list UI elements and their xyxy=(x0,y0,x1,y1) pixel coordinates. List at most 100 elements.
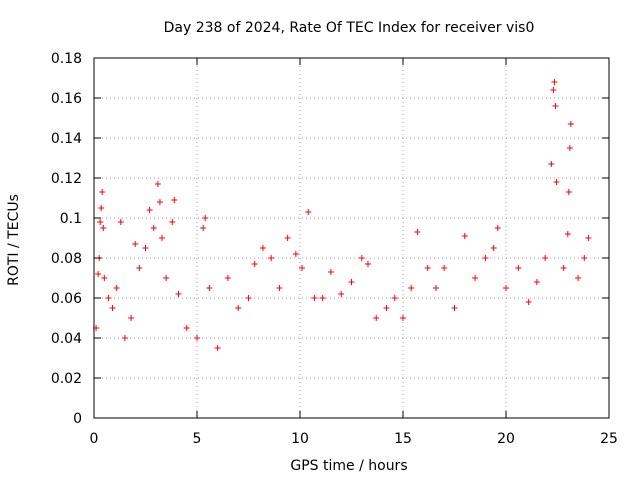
data-point xyxy=(408,285,415,291)
data-point xyxy=(105,295,112,301)
data-point xyxy=(550,87,557,93)
data-point xyxy=(98,205,105,211)
data-point xyxy=(503,285,509,291)
data-point xyxy=(183,325,190,331)
data-point xyxy=(424,265,431,271)
data-point xyxy=(206,285,213,291)
y-tick-label: 0.02 xyxy=(51,371,82,387)
data-point xyxy=(441,265,448,271)
data-point xyxy=(585,235,592,241)
data-point xyxy=(581,255,588,261)
chart-title: Day 238 of 2024, Rate Of TEC Index for r… xyxy=(164,20,535,36)
y-tick-label: 0.16 xyxy=(51,91,82,107)
data-point xyxy=(348,279,355,285)
data-point xyxy=(292,251,299,257)
data-point xyxy=(202,215,209,221)
data-point xyxy=(245,295,252,301)
data-point xyxy=(194,335,200,341)
data-point xyxy=(432,285,439,291)
grid xyxy=(94,58,609,418)
data-point xyxy=(214,345,221,351)
axis-ticks: 0 0.02 0.04 0.06 0.08 0.1 0.12 0.14 0.16 0.18 0 5 10… xyxy=(51,51,618,447)
y-tick-label: 0.04 xyxy=(51,331,82,347)
data-point xyxy=(542,255,549,261)
y-tick-label: 0.12 xyxy=(51,171,82,187)
data-point xyxy=(163,275,170,281)
data-point xyxy=(364,261,371,267)
data-point xyxy=(109,305,116,311)
data-point xyxy=(358,255,365,261)
data-point xyxy=(472,275,479,281)
data-point xyxy=(515,265,522,271)
data-point xyxy=(121,335,128,341)
x-tick-label: 25 xyxy=(600,431,618,447)
data-point xyxy=(494,225,501,231)
x-tick-label: 15 xyxy=(394,431,412,447)
data-point xyxy=(400,315,406,321)
data-point xyxy=(311,295,318,301)
x-axis-label: GPS time / hours xyxy=(290,458,407,474)
data-point xyxy=(338,291,345,297)
data-point xyxy=(276,285,283,291)
data-point xyxy=(100,225,107,231)
data-point xyxy=(175,291,182,297)
data-point xyxy=(136,265,143,271)
data-point xyxy=(552,103,559,109)
data-point xyxy=(146,207,153,213)
data-point xyxy=(551,79,558,85)
data-point xyxy=(565,189,572,195)
x-tick-label: 20 xyxy=(497,431,515,447)
plot-frame xyxy=(93,57,610,419)
y-tick-label: 0.18 xyxy=(51,51,82,67)
data-point xyxy=(113,285,120,291)
data-point xyxy=(95,271,102,277)
data-point xyxy=(200,225,207,231)
data-point xyxy=(373,315,380,321)
data-point xyxy=(299,265,306,271)
y-tick-label: 0.14 xyxy=(51,131,82,147)
y-tick-label: 0 xyxy=(73,411,82,427)
data-point xyxy=(97,219,104,225)
data-point xyxy=(235,305,242,311)
data-point xyxy=(305,209,312,215)
data-point xyxy=(128,315,135,321)
data-point xyxy=(319,295,326,301)
data-points xyxy=(93,79,592,351)
data-point xyxy=(461,233,468,239)
data-point xyxy=(327,269,334,275)
data-point xyxy=(490,245,497,251)
data-point xyxy=(251,261,258,267)
data-point xyxy=(259,245,266,251)
data-point xyxy=(391,295,398,301)
data-point xyxy=(169,219,176,225)
data-point xyxy=(171,197,178,203)
data-point xyxy=(117,219,124,225)
data-point xyxy=(575,275,582,281)
data-point xyxy=(99,189,106,195)
x-tick-label: 10 xyxy=(291,431,309,447)
data-point xyxy=(156,199,163,205)
data-point xyxy=(525,299,532,305)
data-point xyxy=(284,235,291,241)
data-point xyxy=(560,265,567,271)
data-point xyxy=(451,305,458,311)
data-point xyxy=(383,305,390,311)
data-point xyxy=(154,181,161,187)
data-point xyxy=(142,245,149,251)
x-tick-label: 0 xyxy=(90,431,99,447)
y-tick-label: 0.06 xyxy=(51,291,82,307)
x-tick-label: 5 xyxy=(193,431,202,447)
data-point xyxy=(132,241,139,247)
y-axis-label: ROTI / TECUs xyxy=(6,194,22,286)
y-tick-label: 0.1 xyxy=(60,211,82,227)
data-point xyxy=(567,121,574,127)
data-point xyxy=(482,255,489,261)
data-point xyxy=(101,275,108,281)
data-point xyxy=(158,235,165,241)
y-tick-label: 0.08 xyxy=(51,251,82,267)
data-point xyxy=(564,231,571,237)
data-point xyxy=(150,225,157,231)
data-point xyxy=(224,275,231,281)
data-point xyxy=(553,179,560,185)
